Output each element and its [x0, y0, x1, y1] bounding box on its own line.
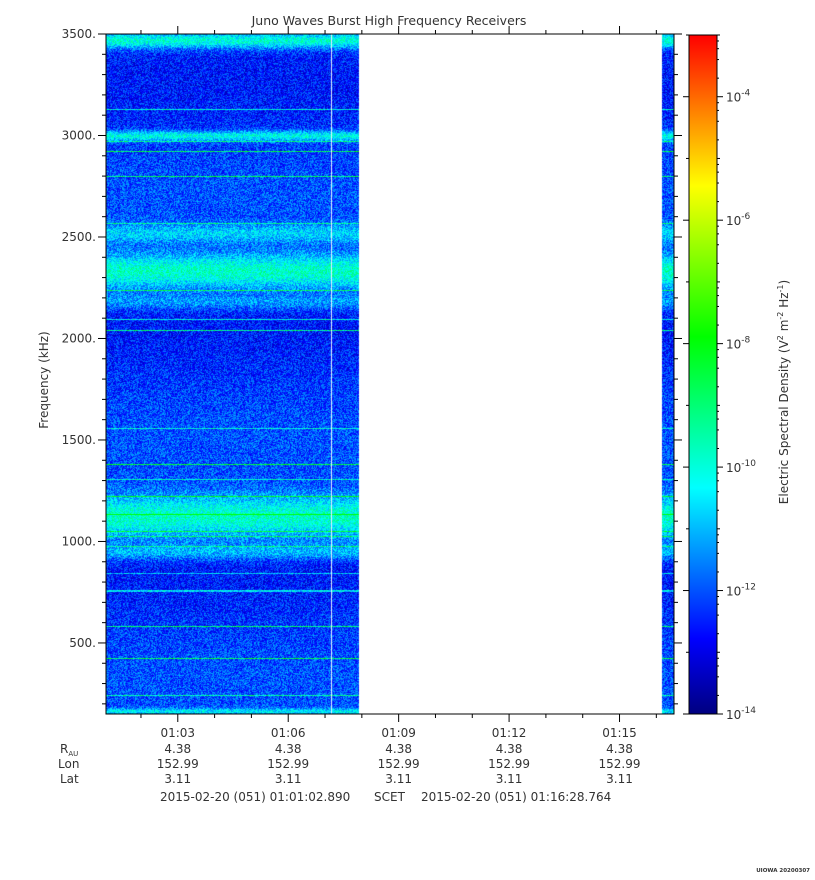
colorbar-label: Electric Spectral Density (V2 m-2 Hz-1) — [776, 280, 791, 504]
spectrogram-image — [106, 34, 674, 714]
lat-value: 3.11 — [164, 772, 191, 786]
rau-value: 4.38 — [385, 742, 412, 756]
y-tick-label: 1500. — [62, 433, 96, 447]
lat-row-label: Lat — [60, 772, 79, 786]
colorbar — [688, 34, 718, 715]
y-axis: 500. 1000. 1500. 2000. 2500. 3000. 3500. — [62, 27, 682, 705]
colorbar-tick-label: 10-8 — [726, 336, 751, 352]
x-tick-label: 01:09 — [381, 726, 416, 740]
y-tick-label: 2000. — [62, 331, 96, 345]
y-tick-label: 3500. — [62, 27, 96, 41]
lon-value: 152.99 — [378, 757, 420, 771]
lon-value: 152.99 — [267, 757, 309, 771]
x-tick-label: 01:12 — [492, 726, 527, 740]
colorbar-tick-label: 10-12 — [726, 583, 756, 599]
time-start: 2015-02-20 (051) 01:01:02.890 — [160, 790, 350, 804]
colorbar-ticks: 10-14 10-12 10-10 10-8 10-6 10-4 — [683, 34, 756, 722]
lat-value: 3.11 — [385, 772, 412, 786]
lon-value: 152.99 — [157, 757, 199, 771]
lon-value: 152.99 — [488, 757, 530, 771]
rau-value: 4.38 — [275, 742, 302, 756]
y-axis-label: Frequency (kHz) — [37, 331, 51, 428]
lat-value: 3.11 — [606, 772, 633, 786]
rau-value: 4.38 — [164, 742, 191, 756]
y-tick-label: 1000. — [62, 534, 96, 548]
y-tick-label: 500. — [69, 636, 96, 650]
colorbar-tick-label: 10-10 — [726, 459, 756, 475]
lat-value: 3.11 — [496, 772, 523, 786]
time-scet-label: SCET — [374, 790, 406, 804]
colorbar-tick-label: 10-4 — [726, 89, 751, 105]
ephemeris-table: RAU Lon Lat — [58, 742, 79, 786]
lat-value: 3.11 — [275, 772, 302, 786]
rau-row-label: RAU — [60, 742, 78, 758]
x-axis: 01:034.38152.993.1101:064.38152.993.1101… — [140, 26, 657, 786]
rau-value: 4.38 — [496, 742, 523, 756]
y-tick-label: 2500. — [62, 230, 96, 244]
x-tick-label: 01:06 — [271, 726, 306, 740]
x-tick-label: 01:15 — [602, 726, 637, 740]
credit-label: UIOWA 20200307 — [756, 868, 810, 874]
x-tick-label: 01:03 — [160, 726, 195, 740]
time-end: 2015-02-20 (051) 01:16:28.764 — [421, 790, 611, 804]
lon-row-label: Lon — [58, 757, 79, 771]
lon-value: 152.99 — [599, 757, 641, 771]
colorbar-tick-label: 10-6 — [726, 212, 751, 228]
plot-frame — [105, 33, 675, 715]
rau-value: 4.38 — [606, 742, 633, 756]
y-tick-label: 3000. — [62, 128, 96, 142]
colorbar-tick-label: 10-14 — [726, 706, 756, 722]
chart-title: Juno Waves Burst High Frequency Receiver… — [251, 13, 527, 28]
spectrogram-plot — [105, 33, 675, 715]
